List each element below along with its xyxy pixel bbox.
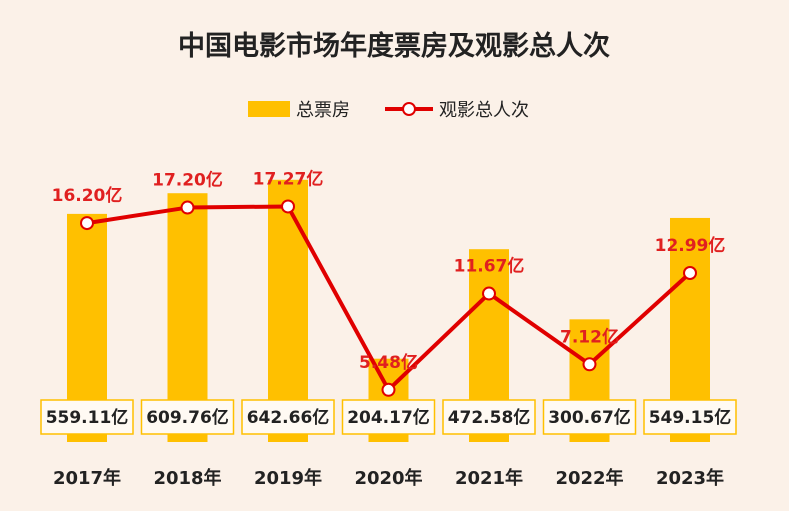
category-label-1: 2018年 <box>153 467 221 489</box>
line-value-label-2: 17.27亿 <box>253 168 324 189</box>
line-value-label-0: 16.20亿 <box>52 185 123 206</box>
legend-label-line: 观影总人次 <box>439 100 529 121</box>
legend: 总票房 观影总人次 <box>248 100 529 121</box>
bar-value-label-1: 609.76亿 <box>146 407 229 428</box>
bar-label-box-6 <box>643 399 737 435</box>
bar-label-box-4 <box>442 399 536 435</box>
line-point-4 <box>482 286 496 301</box>
legend-marker <box>402 102 416 116</box>
line-value-label-4: 11.67亿 <box>454 256 525 277</box>
bar-label-box-3 <box>341 399 436 435</box>
line-value-label-6: 12.99亿 <box>655 235 726 256</box>
category-label-6: 2023年 <box>656 467 724 489</box>
line-point-2 <box>281 199 295 214</box>
line-group: 16.20亿 17.20亿 17.27亿 5.48亿 11.67亿 7.12亿 12.99亿 <box>52 168 726 397</box>
bar-label-box-1 <box>140 399 235 435</box>
category-label-0: 2017年 <box>53 467 121 489</box>
bar-2 <box>268 179 308 442</box>
line-value-label-1: 17.20亿 <box>152 170 223 191</box>
bar-value-label-0: 559.11亿 <box>46 407 129 428</box>
bar-value-label-3: 204.17亿 <box>347 407 430 428</box>
line-value-label-5: 7.12亿 <box>560 326 619 347</box>
bar-value-label-6: 549.15亿 <box>649 407 732 428</box>
bar-label-box-5 <box>542 399 637 435</box>
line-point-6 <box>683 266 697 281</box>
category-label-3: 2020年 <box>354 467 422 489</box>
bar-labels-group: 559.11亿 609.76亿 642.66亿 204.17亿 472.58亿 300.6… <box>40 399 737 435</box>
bar-label-box-2 <box>241 399 335 435</box>
bar-value-label-5: 300.67亿 <box>548 407 631 428</box>
bar-value-label-4: 472.58亿 <box>448 407 531 428</box>
category-label-5: 2022年 <box>555 467 623 489</box>
legend-label-bar: 总票房 <box>296 100 350 121</box>
legend-swatch-bar <box>248 101 290 117</box>
bar-label-box-0 <box>40 399 134 435</box>
line-point-0 <box>80 216 94 231</box>
line-point-5 <box>582 357 597 372</box>
line-value-label-3: 5.48亿 <box>359 352 418 373</box>
category-axis: 2017年 2018年 2019年 2020年 2021年 2022年 2023年 <box>53 467 724 489</box>
category-label-4: 2021年 <box>455 467 523 489</box>
bar-value-label-2: 642.66亿 <box>247 407 330 428</box>
category-label-2: 2019年 <box>254 467 322 489</box>
chart-title: 中国电影市场年度票房及观影总人次 <box>178 30 610 62</box>
line-point-3 <box>381 382 396 397</box>
line-point-1 <box>180 200 195 215</box>
